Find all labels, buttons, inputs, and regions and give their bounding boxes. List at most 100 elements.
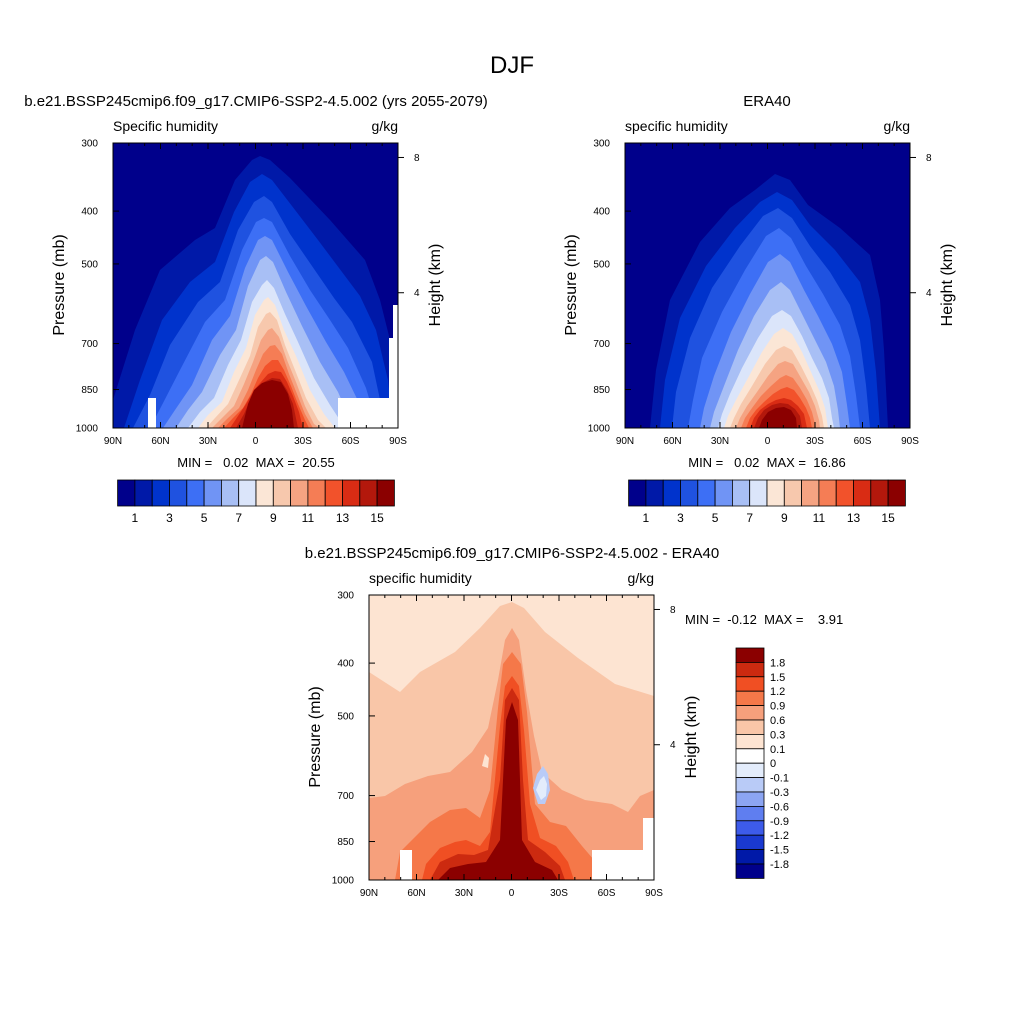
y-tick-label: 500: [81, 259, 98, 270]
colorbar-label: 1: [643, 511, 650, 525]
x-tick-label: 30N: [455, 888, 473, 899]
x-tick-label: 60N: [151, 436, 169, 447]
colorbar-swatch: [801, 479, 820, 507]
colorbar-swatch: [151, 479, 170, 507]
y2-tick-label: 4: [926, 288, 932, 299]
colorbar-label: 0: [770, 758, 776, 770]
colorbar-label: 15: [370, 511, 384, 525]
colorbar-label: 9: [270, 511, 277, 525]
x-tick-label: 30N: [711, 436, 729, 447]
colorbar-swatch: [307, 479, 326, 507]
contour-band-5: [430, 688, 565, 880]
right-string: g/kg: [372, 118, 398, 134]
x-tick-label: 30S: [550, 888, 568, 899]
colorbar-swatch: [749, 479, 768, 507]
x-tick-label: 90S: [901, 436, 919, 447]
colorbar-label: 11: [302, 511, 315, 525]
y-tick-label: 300: [337, 591, 354, 602]
y-tick-label: 700: [81, 339, 98, 350]
colorbar-swatch: [735, 791, 765, 807]
colorbar-swatch: [662, 479, 681, 507]
colorbar-swatch: [766, 479, 785, 507]
contour-band-6: [438, 702, 558, 880]
colorbar-swatch: [732, 479, 751, 507]
missing-region: [389, 338, 398, 398]
contour-field: [369, 595, 654, 880]
y2-axis-label: Height (km): [427, 244, 444, 327]
colorbar-label: 15: [881, 511, 895, 525]
colorbar-label: 13: [336, 511, 350, 525]
contour-band-15: [242, 380, 294, 428]
colorbar-swatch: [735, 690, 765, 707]
x-tick-label: 90N: [616, 436, 634, 447]
x-tick-label: 90S: [389, 436, 407, 447]
y-tick-label: 500: [593, 259, 610, 270]
missing-region: [400, 850, 412, 880]
missing-region: [393, 305, 398, 338]
colorbar-swatch: [735, 777, 765, 793]
y-axis-label: Pressure (mb): [51, 234, 68, 335]
x-tick-label: 90S: [645, 888, 663, 899]
left-string: Specific humidity: [113, 118, 218, 134]
x-tick-label: 30S: [294, 436, 312, 447]
colorbar-label: 7: [235, 511, 242, 525]
colorbar-label: 0.1: [770, 744, 785, 756]
colorbar-label: 1.2: [770, 686, 785, 698]
y-tick-label: 700: [593, 339, 610, 350]
panel-title: b.e21.BSSP245cmip6.f09_g17.CMIP6-SSP2-4.…: [24, 93, 488, 110]
y-tick-label: 400: [81, 207, 98, 218]
y-tick-label: 700: [337, 791, 354, 802]
colorbar-label: -0.9: [770, 816, 789, 828]
colorbar-swatch: [376, 479, 395, 507]
colorbar-swatch: [255, 479, 274, 507]
colorbar-swatch: [818, 479, 837, 507]
panel-title: b.e21.BSSP245cmip6.f09_g17.CMIP6-SSP2-4.…: [305, 545, 719, 562]
colorbar-label: 5: [201, 511, 208, 525]
y2-axis-label: Height (km): [683, 696, 700, 779]
colorbar-label: 11: [813, 511, 826, 525]
colorbar-label: -0.3: [770, 787, 789, 799]
colorbar-label: 1.8: [770, 657, 785, 669]
stats-text: MIN = 0.02 MAX = 16.86: [688, 455, 846, 470]
right-string: g/kg: [628, 570, 654, 586]
y-axis-label: Pressure (mb): [307, 686, 324, 787]
colorbar-label: -1.8: [770, 859, 789, 871]
contour-band-4: [422, 676, 574, 880]
colorbar-label: 3: [166, 511, 173, 525]
y-tick-label: 400: [593, 207, 610, 218]
stats-text: MIN = -0.12 MAX = 3.91: [685, 612, 843, 627]
panel-title: ERA40: [743, 93, 791, 110]
left-string: specific humidity: [625, 118, 728, 134]
colorbar-label: 0.6: [770, 715, 785, 727]
y-tick-label: 850: [81, 385, 98, 396]
y-tick-label: 1000: [588, 424, 611, 435]
colorbar-swatch: [134, 479, 153, 507]
x-tick-label: 90N: [104, 436, 122, 447]
figure-title: DJF: [490, 52, 534, 79]
colorbar-swatch: [324, 479, 343, 507]
panel-model: b.e21.BSSP245cmip6.f09_g17.CMIP6-SSP2-4.…: [24, 93, 488, 470]
x-tick-label: 60S: [598, 888, 616, 899]
colorbar-swatch: [238, 479, 257, 507]
stats-text: MIN = 0.02 MAX = 20.55: [177, 455, 335, 470]
y-tick-label: 850: [337, 837, 354, 848]
colorbar-swatch: [853, 479, 872, 507]
colorbar-swatch: [272, 479, 291, 507]
right-string: g/kg: [884, 118, 910, 134]
colorbar-swatch: [735, 806, 765, 822]
colorbar-swatch: [735, 662, 765, 678]
colorbar-label: 13: [847, 511, 861, 525]
contour-band-9: [482, 754, 489, 768]
y2-tick-label: 8: [670, 605, 676, 616]
colorbar-swatch: [835, 479, 854, 507]
y2-tick-label: 8: [414, 153, 420, 164]
colorbar-swatch: [628, 479, 647, 507]
x-tick-label: 0: [509, 888, 515, 899]
y2-tick-label: 8: [926, 153, 932, 164]
y-tick-label: 850: [593, 385, 610, 396]
colorbar-swatch: [735, 863, 765, 879]
x-tick-label: 60S: [342, 436, 360, 447]
colorbar-swatch: [735, 647, 765, 663]
colorbar-label: 7: [746, 511, 753, 525]
